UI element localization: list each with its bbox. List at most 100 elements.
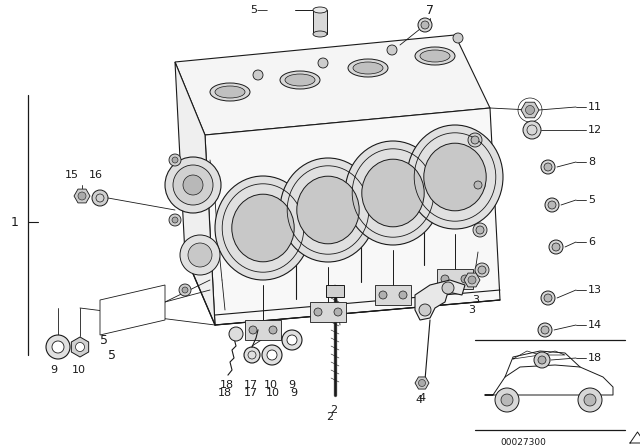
- Text: 11: 11: [588, 102, 602, 112]
- Circle shape: [525, 105, 534, 115]
- Text: 5: 5: [588, 195, 595, 205]
- Ellipse shape: [232, 194, 294, 262]
- Circle shape: [538, 323, 552, 337]
- Circle shape: [474, 181, 482, 189]
- Circle shape: [419, 379, 426, 387]
- Text: 13: 13: [588, 285, 602, 295]
- Circle shape: [471, 178, 485, 192]
- Ellipse shape: [215, 86, 245, 98]
- Circle shape: [478, 266, 486, 274]
- Ellipse shape: [285, 74, 315, 86]
- Circle shape: [419, 304, 431, 316]
- Circle shape: [468, 276, 476, 284]
- Circle shape: [249, 326, 257, 334]
- Circle shape: [541, 326, 549, 334]
- Circle shape: [52, 341, 64, 353]
- Circle shape: [46, 335, 70, 359]
- Text: 6: 6: [588, 237, 595, 247]
- Circle shape: [578, 388, 602, 412]
- Circle shape: [387, 45, 397, 55]
- Text: 5—: 5—: [250, 5, 268, 15]
- Circle shape: [282, 330, 302, 350]
- Text: 10: 10: [264, 380, 278, 390]
- Ellipse shape: [297, 176, 359, 244]
- Circle shape: [453, 33, 463, 43]
- Ellipse shape: [280, 71, 320, 89]
- Text: 2: 2: [326, 412, 333, 422]
- Circle shape: [545, 198, 559, 212]
- Circle shape: [421, 21, 429, 29]
- Circle shape: [179, 284, 191, 296]
- Circle shape: [287, 335, 297, 345]
- Text: 10: 10: [266, 388, 280, 398]
- Ellipse shape: [280, 158, 376, 262]
- Polygon shape: [521, 102, 539, 118]
- Text: 3: 3: [472, 295, 479, 305]
- Circle shape: [544, 163, 552, 171]
- Polygon shape: [71, 337, 89, 357]
- Circle shape: [476, 226, 484, 234]
- Text: 5: 5: [100, 333, 108, 346]
- Bar: [437, 269, 473, 289]
- Ellipse shape: [407, 125, 503, 229]
- Circle shape: [461, 275, 469, 283]
- Text: 1: 1: [11, 215, 19, 228]
- Circle shape: [188, 243, 212, 267]
- Circle shape: [471, 136, 479, 144]
- Circle shape: [584, 394, 596, 406]
- Circle shape: [169, 214, 181, 226]
- Ellipse shape: [313, 7, 327, 13]
- Circle shape: [173, 165, 213, 205]
- Text: 9: 9: [290, 388, 297, 398]
- Ellipse shape: [345, 141, 441, 245]
- Circle shape: [534, 352, 550, 368]
- Ellipse shape: [362, 159, 424, 227]
- Bar: [326, 285, 344, 297]
- Circle shape: [92, 190, 108, 206]
- Circle shape: [78, 192, 86, 200]
- Ellipse shape: [348, 59, 388, 77]
- Circle shape: [269, 326, 277, 334]
- Text: 15: 15: [65, 170, 79, 180]
- Circle shape: [441, 275, 449, 283]
- Polygon shape: [74, 189, 90, 203]
- Bar: [245, 320, 281, 340]
- Circle shape: [473, 223, 487, 237]
- Circle shape: [552, 243, 560, 251]
- Circle shape: [172, 157, 178, 163]
- Polygon shape: [175, 62, 215, 325]
- Polygon shape: [205, 108, 500, 325]
- Bar: [375, 285, 411, 305]
- Polygon shape: [175, 35, 490, 135]
- Text: 17: 17: [244, 388, 258, 398]
- Text: 14: 14: [588, 320, 602, 330]
- Polygon shape: [415, 377, 429, 389]
- Circle shape: [172, 217, 178, 223]
- Text: 3: 3: [468, 305, 475, 315]
- Text: 8: 8: [588, 157, 595, 167]
- Text: 4: 4: [415, 395, 422, 405]
- Text: 7: 7: [426, 4, 434, 17]
- Bar: [310, 302, 346, 322]
- Ellipse shape: [313, 31, 327, 37]
- Ellipse shape: [353, 62, 383, 74]
- Circle shape: [253, 70, 263, 80]
- Circle shape: [180, 235, 220, 275]
- Bar: [313, 10, 327, 34]
- Circle shape: [549, 240, 563, 254]
- Circle shape: [244, 347, 260, 363]
- Circle shape: [262, 345, 282, 365]
- Circle shape: [169, 154, 181, 166]
- Text: 00027300: 00027300: [500, 438, 546, 447]
- Circle shape: [182, 287, 188, 293]
- Circle shape: [229, 327, 243, 341]
- Text: 18: 18: [218, 388, 232, 398]
- Ellipse shape: [424, 143, 486, 211]
- Text: 18: 18: [220, 380, 234, 390]
- Text: 2: 2: [330, 405, 337, 415]
- Ellipse shape: [415, 47, 455, 65]
- Polygon shape: [464, 273, 480, 287]
- Text: 5: 5: [108, 349, 116, 362]
- Circle shape: [541, 291, 555, 305]
- Circle shape: [183, 175, 203, 195]
